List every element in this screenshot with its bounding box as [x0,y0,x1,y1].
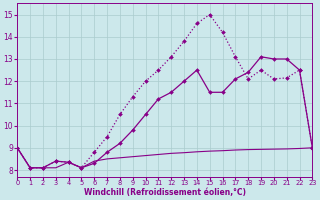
X-axis label: Windchill (Refroidissement éolien,°C): Windchill (Refroidissement éolien,°C) [84,188,246,197]
